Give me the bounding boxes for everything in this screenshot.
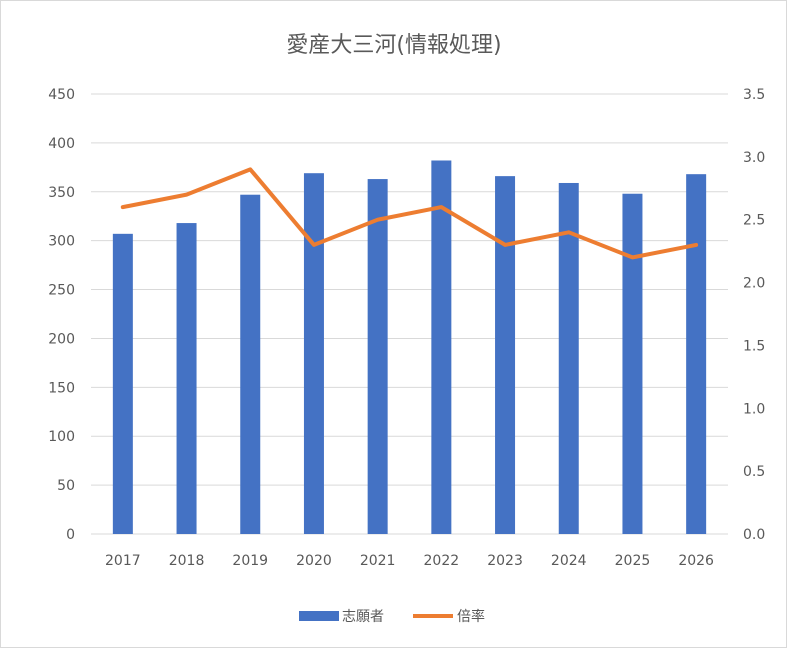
right-axis-tick-label: 3.0 [743, 150, 765, 166]
left-axis-tick-label: 100 [48, 429, 75, 445]
bar [303, 173, 324, 534]
x-axis-tick-label: 2024 [551, 553, 587, 569]
x-axis-tick-label: 2023 [487, 553, 523, 569]
line-series [120, 167, 699, 260]
left-axis-tick-label: 450 [48, 87, 75, 103]
legend-swatch-applicants [299, 611, 339, 621]
bar [622, 193, 643, 534]
left-axis-tick-label: 350 [48, 185, 75, 201]
left-axis-ticks: 0 50 100 150 200 250 300 350 400 450 [48, 87, 75, 543]
legend: 志願者 倍率 [299, 608, 485, 625]
right-axis-tick-label: 3.5 [743, 87, 765, 103]
x-axis-tick-label: 2019 [232, 553, 268, 569]
bar [367, 179, 388, 535]
bar [112, 233, 133, 535]
right-axis-tick-label: 0.0 [743, 527, 765, 543]
x-axis-tick-label: 2021 [360, 553, 396, 569]
x-axis-tick-label: 2017 [105, 553, 141, 569]
right-axis-tick-label: 1.0 [743, 401, 765, 417]
left-axis-tick-label: 300 [48, 234, 75, 250]
bar [558, 182, 579, 534]
left-axis-tick-label: 200 [48, 331, 75, 347]
bar [176, 223, 197, 535]
left-axis-tick-label: 0 [66, 527, 75, 543]
legend-label-applicants: 志願者 [342, 609, 384, 625]
bar [495, 176, 516, 534]
chart-title: 愛産大三河(情報処理) [286, 33, 501, 58]
bar [431, 160, 452, 534]
x-axis-tick-label: 2022 [424, 553, 460, 569]
x-axis-tick-label: 2020 [296, 553, 332, 569]
bar [686, 174, 707, 534]
x-axis-ticks: 2017 2018 2019 2020 2021 2022 2023 2024 2025 2026 [105, 553, 714, 569]
right-axis-tick-label: 0.5 [743, 464, 765, 480]
left-axis-tick-label: 250 [48, 283, 75, 299]
left-axis-tick-label: 150 [48, 380, 75, 396]
left-axis-tick-label: 400 [48, 136, 75, 152]
legend-label-ratio: 倍率 [457, 608, 485, 625]
bar-series [112, 160, 707, 535]
right-axis-tick-label: 1.5 [743, 338, 765, 354]
gridlines [91, 93, 728, 535]
right-axis-ticks: 0.0 0.5 1.0 1.5 2.0 2.5 3.0 3.5 [743, 87, 765, 543]
left-axis-tick-label: 50 [57, 478, 75, 494]
x-axis-tick-label: 2025 [615, 553, 651, 569]
ratio-line [120, 167, 699, 260]
x-axis-tick-label: 2026 [678, 553, 714, 569]
right-axis-tick-label: 2.5 [743, 213, 765, 229]
right-axis-tick-label: 2.0 [743, 276, 765, 292]
x-axis-tick-label: 2018 [169, 553, 205, 569]
bar [240, 194, 261, 534]
